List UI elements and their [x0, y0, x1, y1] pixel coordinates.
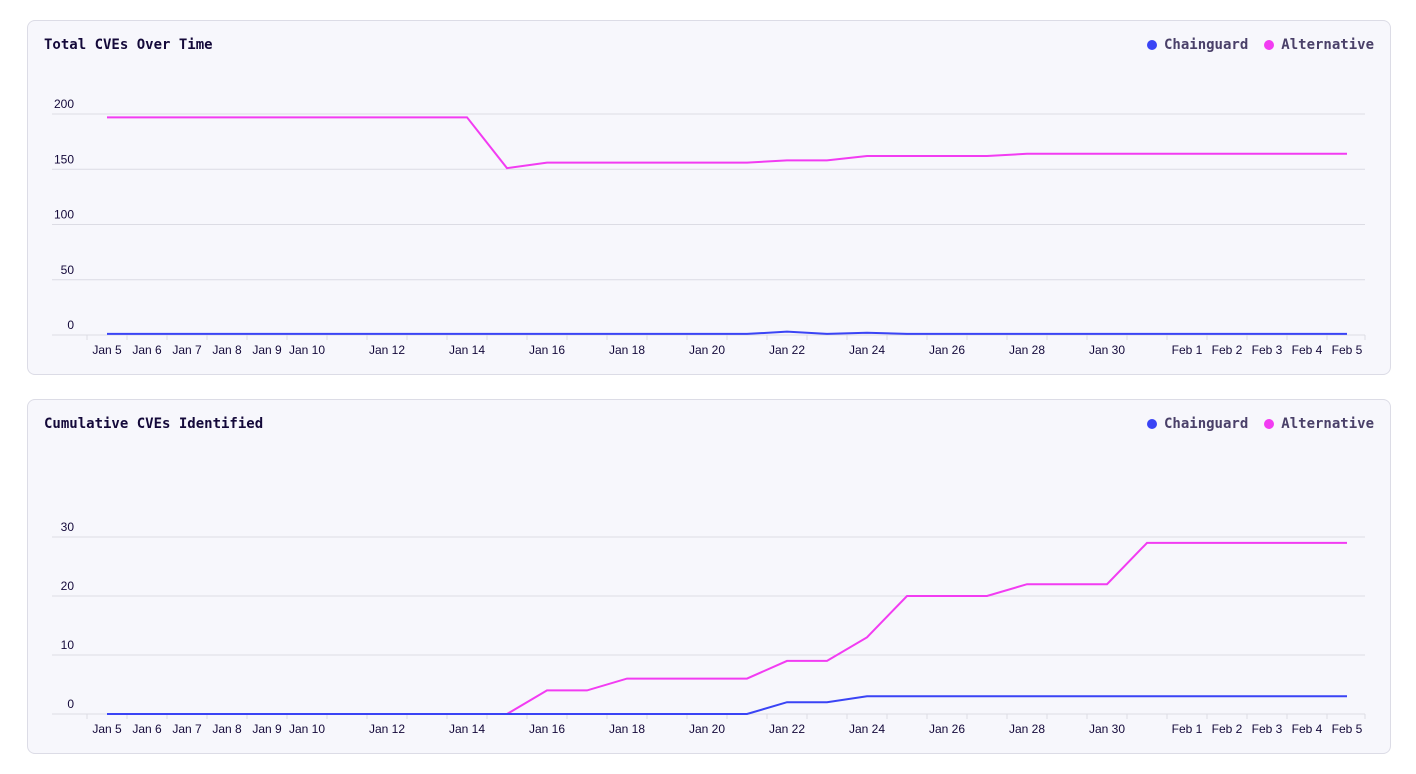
chart-title: Total CVEs Over Time	[44, 37, 213, 53]
x-tick-label: Feb 4	[1292, 722, 1323, 736]
x-tick-label: Jan 18	[609, 343, 645, 357]
x-tick-label: Feb 4	[1292, 343, 1323, 357]
x-tick-label: Jan 8	[212, 343, 242, 357]
legend: Chainguard Alternative	[1146, 37, 1374, 53]
x-tick-label: Jan 26	[929, 343, 965, 357]
y-tick-label: 0	[67, 697, 74, 711]
x-tick-label: Jan 7	[172, 343, 202, 357]
chart-title: Cumulative CVEs Identified	[44, 416, 264, 432]
legend: Chainguard Alternative	[1146, 416, 1374, 432]
legend-item-alternative[interactable]: Alternative	[1264, 37, 1374, 53]
x-tick-label: Jan 8	[212, 722, 242, 736]
x-tick-label: Jan 16	[529, 722, 565, 736]
cumulative-cves-card: Cumulative CVEs Identified Chainguard Al…	[27, 399, 1391, 754]
x-tick-label: Jan 5	[92, 343, 122, 357]
x-tick-label: Jan 30	[1089, 343, 1125, 357]
series-line-alternative	[107, 541, 1347, 715]
y-tick-label: 10	[61, 638, 75, 652]
alternative-dot-icon	[1264, 40, 1275, 50]
legend-item-chainguard[interactable]: Chainguard	[1146, 416, 1249, 432]
x-tick-label: Jan 16	[529, 343, 565, 357]
series-line-chainguard	[107, 695, 1347, 715]
x-tick-label: Jan 28	[1009, 722, 1045, 736]
x-tick-label: Feb 5	[1332, 722, 1363, 736]
x-tick-label: Feb 2	[1212, 722, 1243, 736]
x-tick-label: Jan 5	[92, 722, 122, 736]
x-tick-label: Jan 20	[689, 722, 725, 736]
y-tick-label: 150	[54, 152, 74, 166]
legend-item-chainguard[interactable]: Chainguard	[1146, 37, 1249, 53]
total-cves-chart: 0 50 100 150 200 Jan 5 Jan 6 Jan 7 Jan 8 Jan 9 Jan…	[52, 97, 1366, 357]
legend-label: Alternative	[1281, 37, 1374, 53]
x-tick-label: Jan 18	[609, 722, 645, 736]
y-tick-label: 0	[67, 318, 74, 332]
x-tick-label: Jan 24	[849, 343, 885, 357]
x-tick-label: Jan 7	[172, 722, 202, 736]
x-tick-label: Jan 20	[689, 343, 725, 357]
legend-label: Chainguard	[1163, 416, 1249, 432]
x-tick-label: Jan 12	[369, 722, 405, 736]
alternative-dot-icon	[1264, 419, 1275, 429]
y-tick-label: 30	[61, 520, 75, 534]
chainguard-dot-icon	[1146, 40, 1157, 50]
x-tick-label: Feb 1	[1172, 343, 1203, 357]
x-tick-label: Jan 14	[449, 343, 485, 357]
y-tick-label: 20	[61, 579, 75, 593]
x-tick-label: Jan 26	[929, 722, 965, 736]
x-tick-label: Jan 22	[769, 343, 805, 357]
legend-label: Chainguard	[1163, 37, 1249, 53]
x-tick-label: Jan 22	[769, 722, 805, 736]
y-tick-label: 50	[61, 263, 75, 277]
x-tick-label: Jan 28	[1009, 343, 1045, 357]
x-tick-label: Feb 3	[1252, 722, 1283, 736]
x-tick-label: Jan 12	[369, 343, 405, 357]
x-tick-label: Jan 14	[449, 722, 485, 736]
x-tick-label: Jan 30	[1089, 722, 1125, 736]
series-line-chainguard	[107, 330, 1347, 335]
legend-label: Alternative	[1281, 416, 1374, 432]
x-tick-label: Jan 6	[132, 722, 162, 736]
x-tick-label: Jan 10	[289, 722, 325, 736]
x-tick-label: Feb 1	[1172, 722, 1203, 736]
chainguard-dot-icon	[1146, 419, 1157, 429]
total-cves-card: Total CVEs Over Time Chainguard Alternat…	[27, 20, 1391, 375]
y-tick-label: 100	[54, 208, 74, 222]
x-tick-label: Feb 5	[1332, 343, 1363, 357]
legend-item-alternative[interactable]: Alternative	[1264, 416, 1374, 432]
y-tick-label: 200	[54, 97, 74, 111]
x-tick-label: Feb 2	[1212, 343, 1243, 357]
cumulative-cves-chart: 0 10 20 30 Jan 5 Jan 6 Jan 7 Jan 8 Jan 9 Jan 10 Ja…	[52, 520, 1366, 736]
x-tick-label: Jan 6	[132, 343, 162, 357]
x-tick-label: Jan 9	[252, 722, 282, 736]
x-tick-label: Feb 3	[1252, 343, 1283, 357]
series-line-alternative	[107, 116, 1347, 170]
x-tick-label: Jan 24	[849, 722, 885, 736]
x-tick-label: Jan 10	[289, 343, 325, 357]
x-tick-label: Jan 9	[252, 343, 282, 357]
